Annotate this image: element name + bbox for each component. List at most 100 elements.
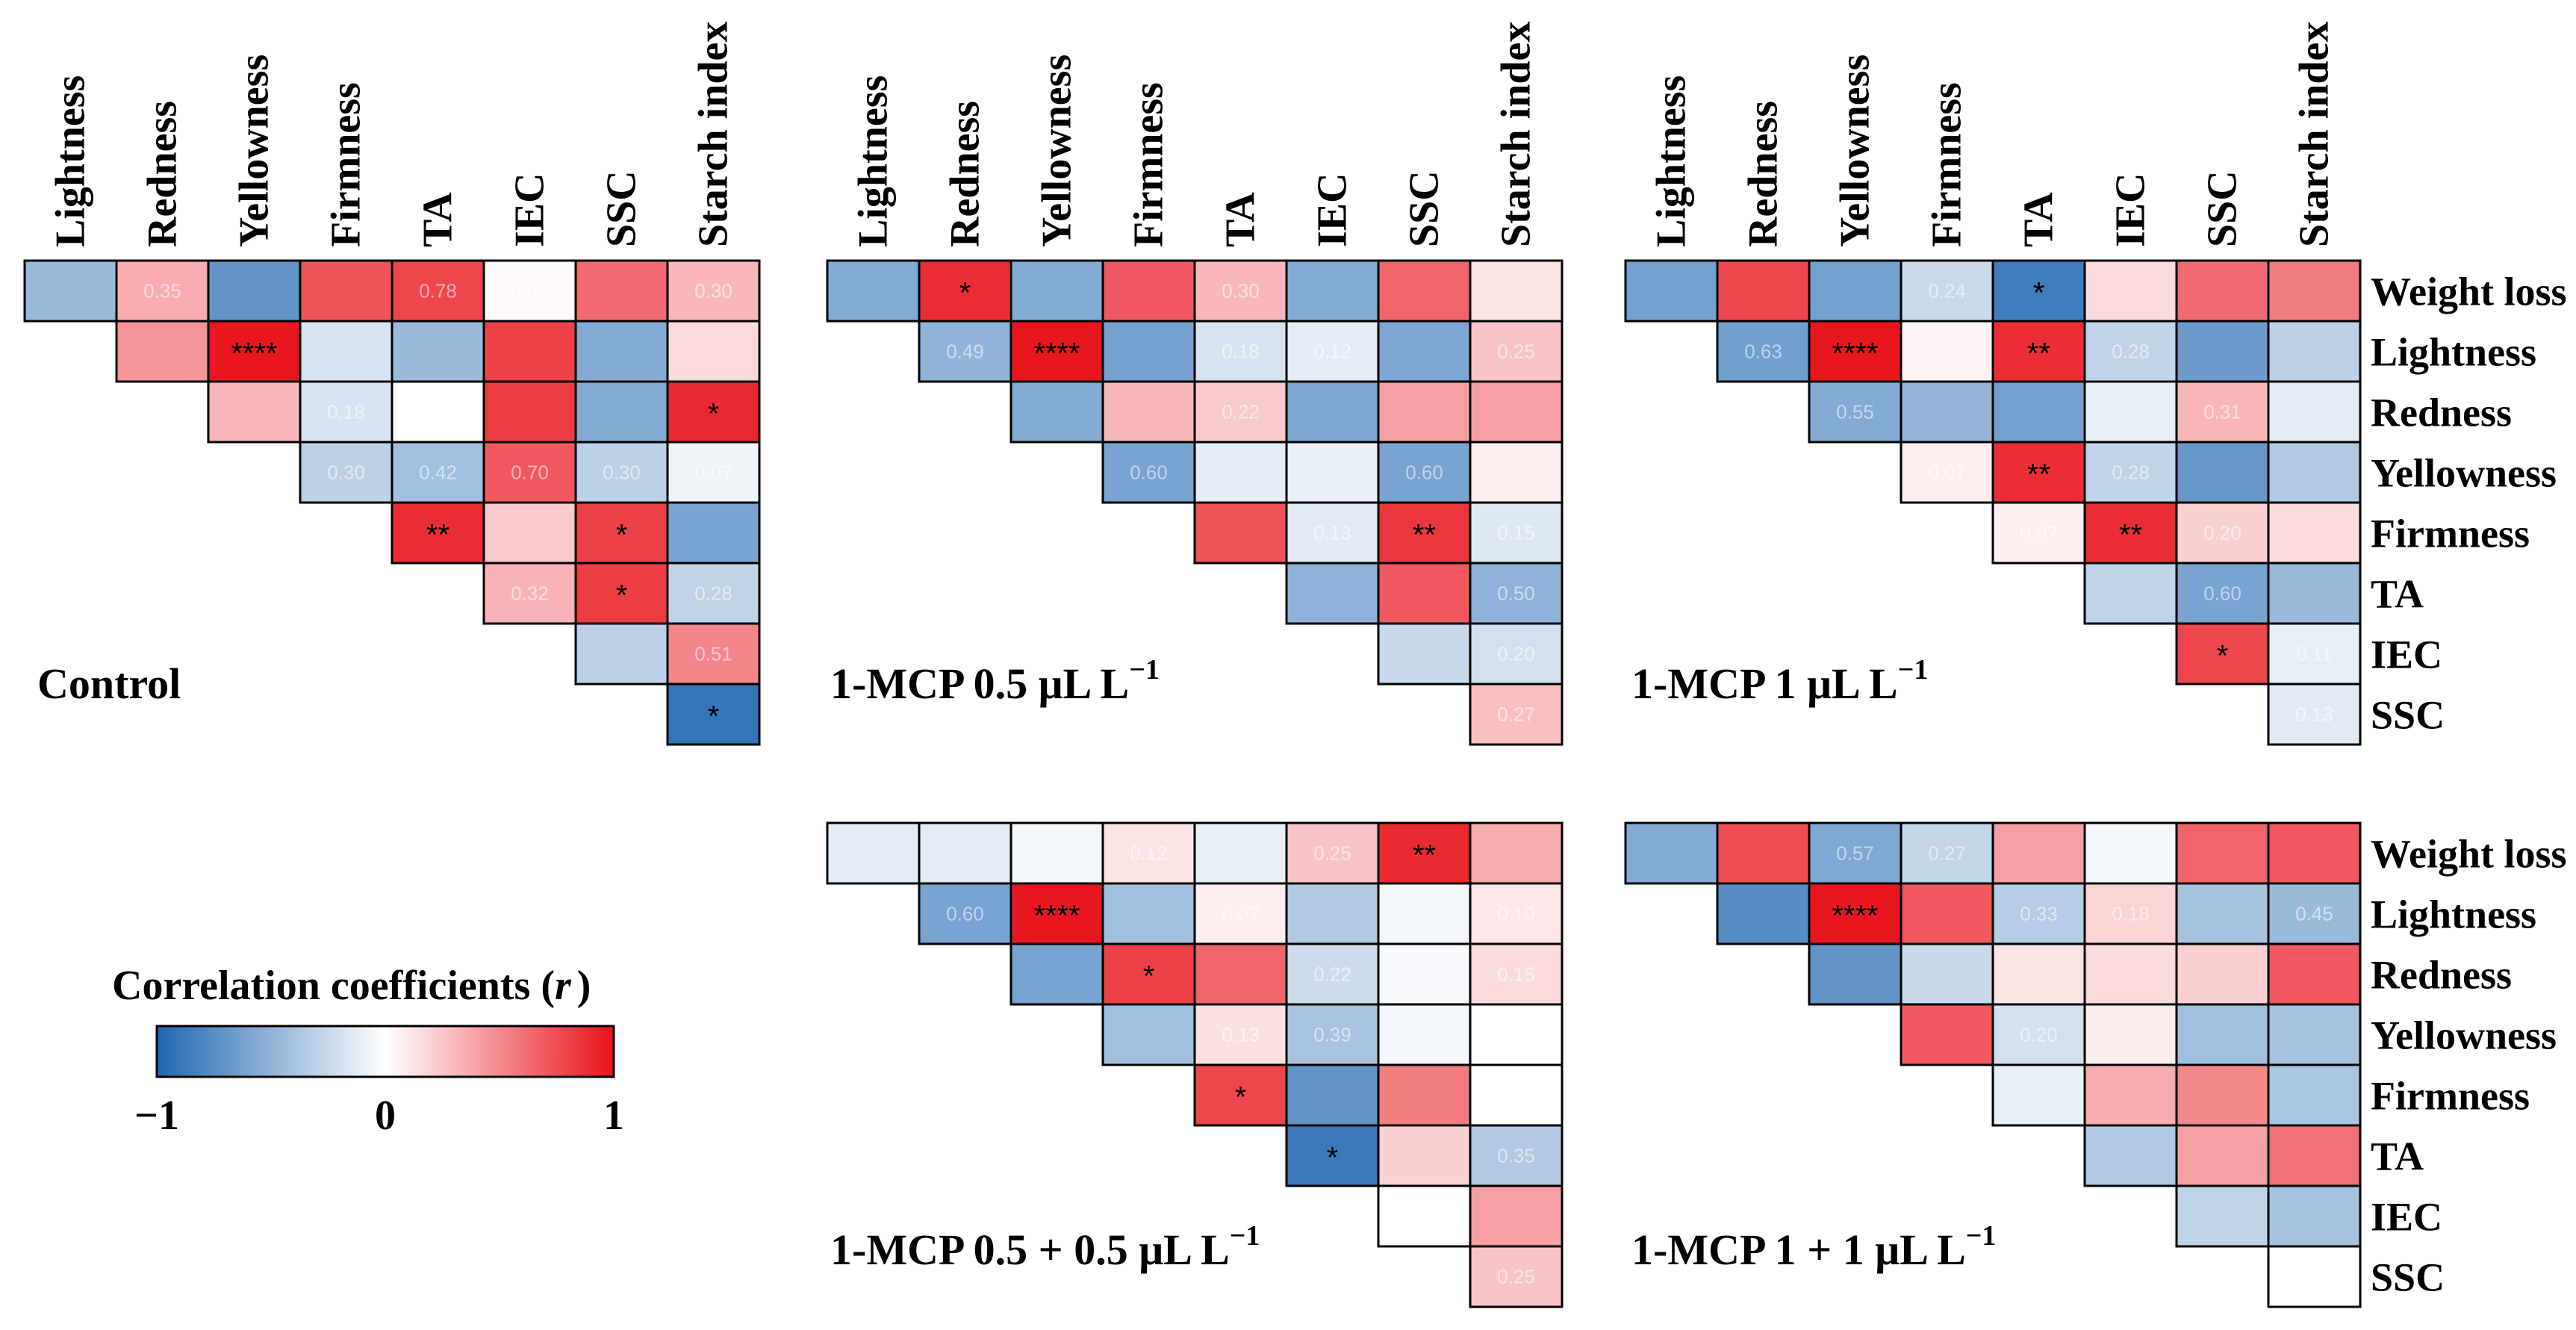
panel-mcp1_1: 0.57 0.27 **** 0.33 0.18 0.45 0.20 1-MCP 1 + 1 … — [1624, 821, 2362, 1308]
row-labels: Weight loss Lightness Redness Yellowness Fir… — [2371, 270, 2567, 1300]
heatmap-cell — [2083, 501, 2178, 565]
heatmap-cell — [391, 501, 485, 565]
significance-stars: * — [708, 700, 720, 733]
cell-value-label: 0.25 — [1497, 1266, 1535, 1288]
column-label: SSC — [2200, 170, 2246, 247]
significance-stars: * — [1143, 960, 1155, 993]
heatmap-cell — [1991, 441, 2086, 504]
heatmap-cell — [1716, 259, 1811, 323]
cell-value-label: 0.13 — [1222, 1024, 1260, 1046]
significance-stars: ** — [426, 519, 449, 552]
cell-value-label: 0.07 — [1928, 462, 1966, 484]
heatmap-cell — [1808, 380, 1903, 444]
cell-value-label: 0.25 — [1313, 842, 1351, 865]
column-label: Redness — [942, 101, 989, 247]
cell-value-label: 0.30 — [603, 462, 641, 484]
heatmap-cell — [2175, 259, 2270, 323]
significance-stars: ** — [2027, 338, 2050, 370]
column-label: SSC — [1401, 170, 1448, 247]
heatmap-cell — [1193, 942, 1288, 1006]
heatmap-cell — [1377, 259, 1472, 323]
panel-control: 0.35 0.78 0.02 0.30****0.18 *0.30 0.42 0.70 0.3… — [23, 259, 761, 746]
heatmap-cell — [1469, 441, 1564, 504]
heatmap-cell — [1900, 380, 1994, 444]
column-label: TA — [415, 192, 461, 247]
significance-stars: * — [2033, 277, 2045, 310]
cell-value-label: 0.12 — [1313, 341, 1351, 363]
colorbar-tick-min: −1 — [134, 1093, 179, 1139]
cell-value-label: 0.60 — [1405, 462, 1443, 484]
cell-value-label: 0.35 — [143, 280, 181, 302]
heatmap-cell — [482, 501, 577, 565]
heatmap-cell — [666, 501, 761, 565]
row-label: Redness — [2371, 953, 2512, 998]
significance-stars: ** — [1413, 839, 1436, 872]
column-label: TA — [1218, 192, 1264, 247]
column-label: IEC — [507, 173, 553, 247]
row-label: Lightness — [2371, 892, 2536, 937]
heatmap-cell — [1285, 441, 1380, 504]
heatmap-cell — [1193, 441, 1288, 504]
cell-value-label: 0.15 — [1497, 522, 1535, 544]
heatmap-cell — [482, 441, 577, 504]
heatmap-cell — [1900, 320, 1994, 383]
heatmap-cell — [666, 259, 761, 323]
heatmap-cell — [1101, 441, 1196, 504]
panel-mcp05_05: 0.12 0.25 **0.60 **** 0.07 0.10* 0.22 0.150.13 0… — [826, 821, 1564, 1308]
heatmap-cell — [1900, 259, 1994, 323]
heatmap-cell — [1101, 320, 1196, 383]
heatmap-cell — [299, 259, 393, 323]
heatmap-cell — [2267, 1245, 2362, 1308]
cell-value-label: 0.22 — [1313, 963, 1351, 986]
column-label: Lightness — [850, 75, 897, 247]
cell-value-label: 0.25 — [1497, 341, 1535, 363]
row-label: Yellowness — [2371, 1013, 2557, 1058]
column-label: Lightness — [48, 75, 94, 247]
significance-stars: * — [1235, 1081, 1247, 1114]
row-label: Redness — [2371, 391, 2512, 435]
significance-stars: **** — [1832, 900, 1878, 933]
panel-label-mcp1_1: 1-MCP 1 + 1 μL L−1 — [1631, 1220, 1996, 1274]
heatmap-cell — [2175, 501, 2270, 565]
heatmap-cell — [2267, 882, 2362, 945]
column-label: TA — [2016, 192, 2062, 247]
cell-value-label: 0.31 — [2203, 401, 2241, 423]
cell-value-label: 0.60 — [946, 903, 984, 925]
heatmap-cell — [1101, 942, 1196, 1006]
heatmap-cell — [666, 622, 761, 686]
heatmap-cell — [1469, 1063, 1564, 1127]
row-label: Weight loss — [2371, 270, 2567, 314]
heatmap-cell — [574, 259, 669, 323]
heatmap-cell — [1469, 1184, 1564, 1248]
heatmap-cell — [1377, 942, 1472, 1006]
cell-value-label: 0.12 — [1130, 842, 1168, 865]
heatmap-cell — [2267, 1124, 2362, 1187]
cell-value-label: 0.33 — [2020, 903, 2058, 925]
heatmap-cell — [1808, 259, 1903, 323]
row-label: TA — [2371, 572, 2424, 617]
column-label: Yellowness — [1832, 55, 1879, 247]
cell-value-label: 0.49 — [946, 341, 984, 363]
heatmap-cell — [2175, 942, 2270, 1006]
heatmap-cell — [918, 259, 1012, 323]
heatmap-cell — [574, 320, 669, 383]
heatmap-cell — [574, 380, 669, 444]
heatmap-cell — [2083, 562, 2178, 625]
cell-value-label: 0.11 — [2296, 643, 2333, 665]
heatmap-cell — [2175, 1003, 2270, 1066]
heatmap-cell — [1285, 821, 1380, 885]
heatmap-cell — [2083, 1003, 2178, 1066]
panel-label-mcp1: 1-MCP 1 μL L−1 — [1631, 654, 1928, 708]
row-label: IEC — [2371, 1195, 2442, 1240]
heatmap-cell — [2083, 380, 2178, 444]
heatmap-cell — [574, 562, 669, 625]
column-label: Starch index — [691, 22, 737, 247]
heatmap-cell — [1900, 1003, 1994, 1066]
colorbar-legend: Correlation coefficients (r) −1 0 1 — [112, 963, 624, 1139]
heatmap-cell — [2175, 562, 2270, 625]
column-label: Redness — [140, 101, 186, 247]
heatmap-cell — [23, 259, 118, 323]
heatmap-cell — [1900, 942, 1994, 1006]
heatmap-cell — [2267, 1003, 2362, 1066]
heatmap-cell — [1377, 1124, 1472, 1187]
